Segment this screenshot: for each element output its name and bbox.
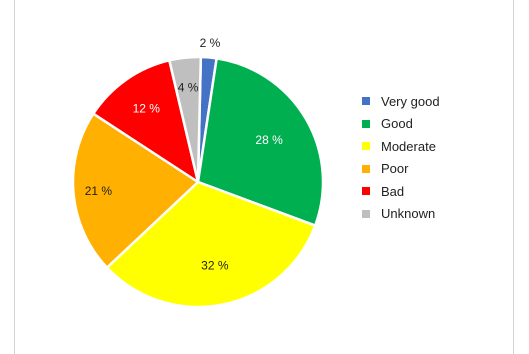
legend-swatch [362,209,370,218]
pie-slice-unknown [168,55,203,184]
data-label-moderate: 32 % [201,258,229,272]
legend-label: Good [381,116,413,132]
pie-slice-poor [71,112,200,269]
legend-item-poor: Poor [362,158,440,181]
legend-swatch [362,97,370,106]
legend: Very good Good Moderate Poor Bad Unknown [362,90,440,225]
legend-swatch [362,187,370,196]
legend-swatch [362,119,370,128]
legend-item-bad: Bad [362,180,440,203]
chart-frame [14,0,514,354]
pie-slice-good [196,57,325,227]
legend-swatch [362,142,370,151]
legend-item-good: Good [362,113,440,136]
pie-slice-bad [92,59,200,184]
legend-item-moderate: Moderate [362,135,440,158]
data-label-very-good: 2 % [200,36,221,50]
data-label-bad: 12 % [133,101,161,115]
legend-item-very-good: Very good [362,90,440,113]
data-label-unknown: 4 % [178,81,199,95]
data-label-poor: 21 % [85,184,113,198]
legend-swatch [362,164,370,173]
legend-label: Poor [381,161,409,177]
legend-label: Very good [381,93,440,109]
data-label-good: 28 % [255,133,283,147]
legend-label: Unknown [381,206,436,222]
legend-item-unknown: Unknown [362,203,440,226]
legend-label: Bad [381,183,405,199]
legend-label: Moderate [381,138,436,154]
pie-slice-moderate [105,180,317,309]
